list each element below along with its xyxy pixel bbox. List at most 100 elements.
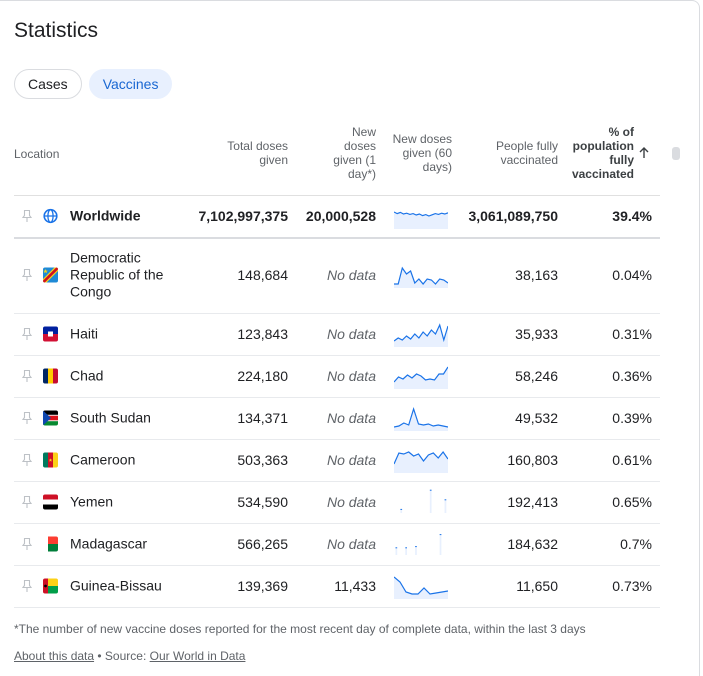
sparkline-area [394, 577, 448, 599]
globe-icon [43, 208, 58, 224]
new-doses-value: No data [326, 267, 376, 283]
total-doses-value: 123,843 [237, 326, 288, 342]
sparkline-area [394, 367, 448, 389]
table-row[interactable]: South Sudan 134,371 No data 49,532 0.39% [14, 397, 660, 440]
location-name[interactable]: Madagascar [70, 536, 147, 553]
location-name[interactable]: South Sudan [70, 410, 151, 427]
sparkline-bar [444, 499, 447, 513]
new-doses-value: No data [326, 326, 376, 342]
pin-icon[interactable] [21, 327, 33, 341]
page-title: Statistics [14, 19, 99, 42]
percent-fully-vaccinated-value: 0.65% [612, 494, 652, 510]
location-name[interactable]: Cameroon [70, 452, 135, 469]
flag-icon-ss [43, 410, 58, 426]
location-name-line: Congo [70, 283, 112, 300]
pin-icon[interactable] [21, 268, 33, 282]
total-doses-value: 534,590 [237, 494, 288, 510]
sparkline-bar [395, 547, 398, 555]
sparkline [400, 489, 447, 513]
location-name-line: Yemen [70, 493, 114, 510]
sparkline-line [393, 323, 449, 343]
pin-icon[interactable] [21, 495, 33, 509]
scrollbar[interactable] [672, 147, 680, 160]
tab-group: Cases Vaccines [14, 69, 173, 99]
pin-icon[interactable] [21, 209, 33, 223]
location-name[interactable]: Democratic Republic of the Congo [70, 250, 163, 301]
percent-fully-vaccinated-value: 39.4% [612, 208, 652, 224]
sparkline-area [394, 268, 448, 288]
people-fully-vaccinated-value: 35,933 [515, 326, 558, 342]
sparkline [395, 534, 442, 555]
pin-icon[interactable] [21, 453, 33, 467]
flag-icon-cd [43, 267, 58, 283]
table-row[interactable]: Yemen 534,590 No data 192,413 0.65% [14, 481, 660, 524]
column-percent-fully-vaccinated[interactable]: % of population fully vaccinated [571, 125, 634, 181]
column-new-doses-60-days[interactable]: New doses given (60 days) [392, 132, 452, 174]
about-this-data-link[interactable]: About this data [14, 649, 95, 663]
sparkline-line [394, 266, 449, 285]
location-name[interactable]: Haiti [70, 326, 98, 343]
location-name-line: Guinea-Bissau [70, 577, 162, 594]
new-doses-value: 20,000,528 [305, 208, 376, 224]
sparkline [393, 576, 449, 599]
people-fully-vaccinated-value: 160,803 [507, 452, 558, 468]
sparkline-cell [394, 262, 449, 288]
location-name[interactable]: Yemen [70, 494, 113, 511]
sparkline-bar [415, 546, 417, 555]
column-new-doses[interactable]: New doses given (1 day*) [333, 125, 376, 181]
sparkline-cell [393, 363, 449, 389]
pin-icon[interactable] [21, 579, 33, 593]
pin-icon[interactable] [21, 411, 33, 425]
pin-icon[interactable] [21, 369, 33, 383]
location-name[interactable]: Guinea-Bissau [70, 578, 162, 595]
location-name-line: Worldwide [70, 207, 141, 224]
new-doses-value: No data [326, 410, 376, 426]
percent-fully-vaccinated-value: 0.73% [612, 578, 652, 594]
column-total-doses[interactable]: Total doses given [227, 139, 288, 167]
pin-icon[interactable] [21, 537, 33, 551]
tab-vaccines[interactable]: Vaccines [88, 69, 173, 99]
percent-fully-vaccinated-value: 0.39% [612, 410, 652, 426]
tab-cases[interactable]: Cases [14, 69, 82, 99]
source-separator: • Source: [94, 649, 150, 663]
sparkline-cell [393, 203, 449, 229]
flag-icon-mg [43, 536, 58, 552]
table-row[interactable]: Cameroon 503,363 No data 160,803 0.61% [14, 439, 660, 482]
column-location[interactable]: Location [14, 147, 60, 161]
percent-fully-vaccinated-value: 0.61% [612, 452, 652, 468]
our-world-in-data-link[interactable]: Our World in Data [149, 649, 246, 663]
table-row[interactable]: Chad 224,180 No data 58,246 0.36% [14, 355, 660, 398]
sparkline [393, 407, 449, 431]
sparkline-bar [429, 490, 432, 513]
total-doses-value: 224,180 [237, 368, 288, 384]
location-name[interactable]: Worldwide [70, 208, 141, 225]
table-row[interactable]: Democratic Republic of the Congo 148,684 No … [14, 237, 660, 314]
location-name-line: Republic of the [70, 266, 164, 283]
total-doses-value: 148,684 [237, 267, 288, 283]
worldwide-row[interactable]: Worldwide 7,102,997,375 20,000,528 3,061,08… [14, 195, 660, 239]
people-fully-vaccinated-value: 192,413 [507, 494, 558, 510]
flag-icon-cm [43, 452, 58, 468]
flag-icon-ht [43, 326, 58, 342]
column-people-fully-vaccinated[interactable]: People fully vaccinated [495, 139, 558, 167]
new-doses-value: No data [326, 536, 376, 552]
table-row[interactable]: Guinea-Bissau 139,369 11,433 11,650 0.73% [14, 565, 660, 608]
total-doses-value: 134,371 [237, 410, 288, 426]
location-name[interactable]: Chad [70, 368, 103, 385]
location-name-line: Haiti [70, 325, 99, 342]
location-name-line: Democratic [70, 249, 141, 266]
flag-icon-gw [43, 578, 58, 594]
total-doses-value: 7,102,997,375 [198, 208, 288, 224]
sparkline [393, 451, 449, 473]
table-row[interactable]: Madagascar 566,265 No data 184,632 0.7% [14, 523, 660, 566]
table-row[interactable]: Haiti 123,843 No data 35,933 0.31% [14, 313, 660, 356]
people-fully-vaccinated-value: 58,246 [515, 368, 558, 384]
percent-fully-vaccinated-value: 0.36% [612, 368, 652, 384]
table-header: Location Total doses given New doses giv… [14, 125, 660, 196]
sparkline-area [394, 409, 448, 431]
sparkline-cell [393, 321, 449, 347]
sparkline-line [393, 407, 449, 428]
people-fully-vaccinated-value: 38,163 [515, 267, 558, 283]
arrow-up-icon[interactable] [638, 147, 650, 159]
percent-fully-vaccinated-value: 0.31% [612, 326, 652, 342]
